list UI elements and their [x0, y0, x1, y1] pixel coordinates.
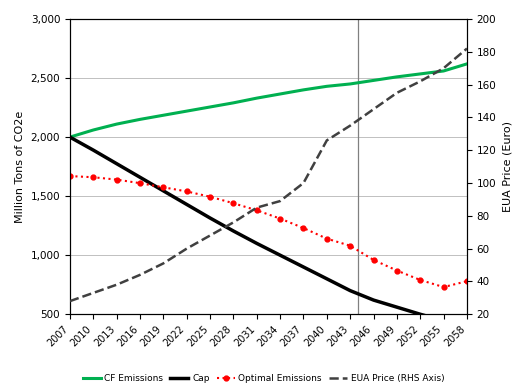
Cap [394, 305, 400, 310]
Cap [67, 135, 73, 140]
Optimal Emissions [464, 279, 470, 283]
EUA Price (RHS Axis) [253, 205, 260, 210]
Optimal Emissions [230, 201, 237, 206]
Optimal Emissions [277, 216, 284, 221]
Optimal Emissions [394, 268, 400, 273]
Cap [183, 202, 190, 207]
EUA Price (RHS Axis) [113, 282, 120, 287]
EUA Price (RHS Axis) [441, 66, 447, 70]
EUA Price (RHS Axis) [417, 79, 423, 84]
EUA Price (RHS Axis) [464, 46, 470, 51]
Cap [277, 253, 284, 258]
EUA Price (RHS Axis) [347, 123, 353, 128]
Cap [253, 241, 260, 246]
Cap [160, 188, 167, 193]
CF Emissions [300, 88, 307, 92]
Line: Optimal Emissions: Optimal Emissions [67, 174, 470, 289]
Line: EUA Price (RHS Axis): EUA Price (RHS Axis) [70, 48, 467, 301]
CF Emissions [324, 84, 330, 89]
CF Emissions [90, 128, 96, 133]
Optimal Emissions [441, 285, 447, 289]
CF Emissions [347, 82, 353, 86]
CF Emissions [137, 117, 143, 122]
EUA Price (RHS Axis) [183, 246, 190, 251]
Cap [90, 148, 96, 152]
EUA Price (RHS Axis) [90, 291, 96, 295]
Optimal Emissions [113, 177, 120, 182]
CF Emissions [183, 109, 190, 113]
CF Emissions [113, 122, 120, 126]
Optimal Emissions [137, 181, 143, 185]
CF Emissions [160, 113, 167, 118]
CF Emissions [441, 68, 447, 73]
EUA Price (RHS Axis) [67, 299, 73, 303]
Legend: CF Emissions, Cap, Optimal Emissions, EUA Price (RHS Axis): CF Emissions, Cap, Optimal Emissions, EU… [79, 370, 448, 386]
Line: CF Emissions: CF Emissions [70, 64, 467, 137]
Optimal Emissions [207, 194, 213, 199]
CF Emissions [67, 135, 73, 140]
Optimal Emissions [183, 189, 190, 194]
CF Emissions [370, 78, 377, 83]
Optimal Emissions [300, 226, 307, 230]
EUA Price (RHS Axis) [394, 90, 400, 95]
Cap [300, 265, 307, 269]
CF Emissions [394, 75, 400, 79]
Cap [137, 175, 143, 179]
CF Emissions [277, 91, 284, 96]
EUA Price (RHS Axis) [370, 107, 377, 111]
EUA Price (RHS Axis) [277, 199, 284, 203]
EUA Price (RHS Axis) [300, 181, 307, 185]
Cap [324, 276, 330, 281]
Cap [347, 288, 353, 293]
CF Emissions [230, 100, 237, 105]
Cap [370, 298, 377, 302]
Cap [207, 216, 213, 221]
CF Emissions [417, 72, 423, 76]
Optimal Emissions [417, 278, 423, 282]
Optimal Emissions [324, 236, 330, 241]
EUA Price (RHS Axis) [137, 273, 143, 277]
Optimal Emissions [347, 244, 353, 248]
Cap [230, 229, 237, 233]
CF Emissions [253, 96, 260, 100]
Y-axis label: Million Tons of CO2e: Million Tons of CO2e [15, 111, 25, 223]
Optimal Emissions [370, 258, 377, 262]
EUA Price (RHS Axis) [230, 220, 237, 225]
EUA Price (RHS Axis) [324, 138, 330, 143]
Cap [417, 312, 423, 317]
Optimal Emissions [67, 174, 73, 178]
Cap [113, 161, 120, 166]
CF Emissions [464, 61, 470, 66]
EUA Price (RHS Axis) [160, 261, 167, 266]
Optimal Emissions [253, 208, 260, 213]
Optimal Emissions [160, 185, 167, 190]
EUA Price (RHS Axis) [207, 233, 213, 238]
Cap [441, 318, 447, 323]
Y-axis label: EUA Price (Euro): EUA Price (Euro) [502, 121, 512, 212]
Optimal Emissions [90, 175, 96, 179]
Cap [464, 324, 470, 329]
CF Emissions [207, 105, 213, 109]
Line: Cap: Cap [70, 137, 467, 326]
